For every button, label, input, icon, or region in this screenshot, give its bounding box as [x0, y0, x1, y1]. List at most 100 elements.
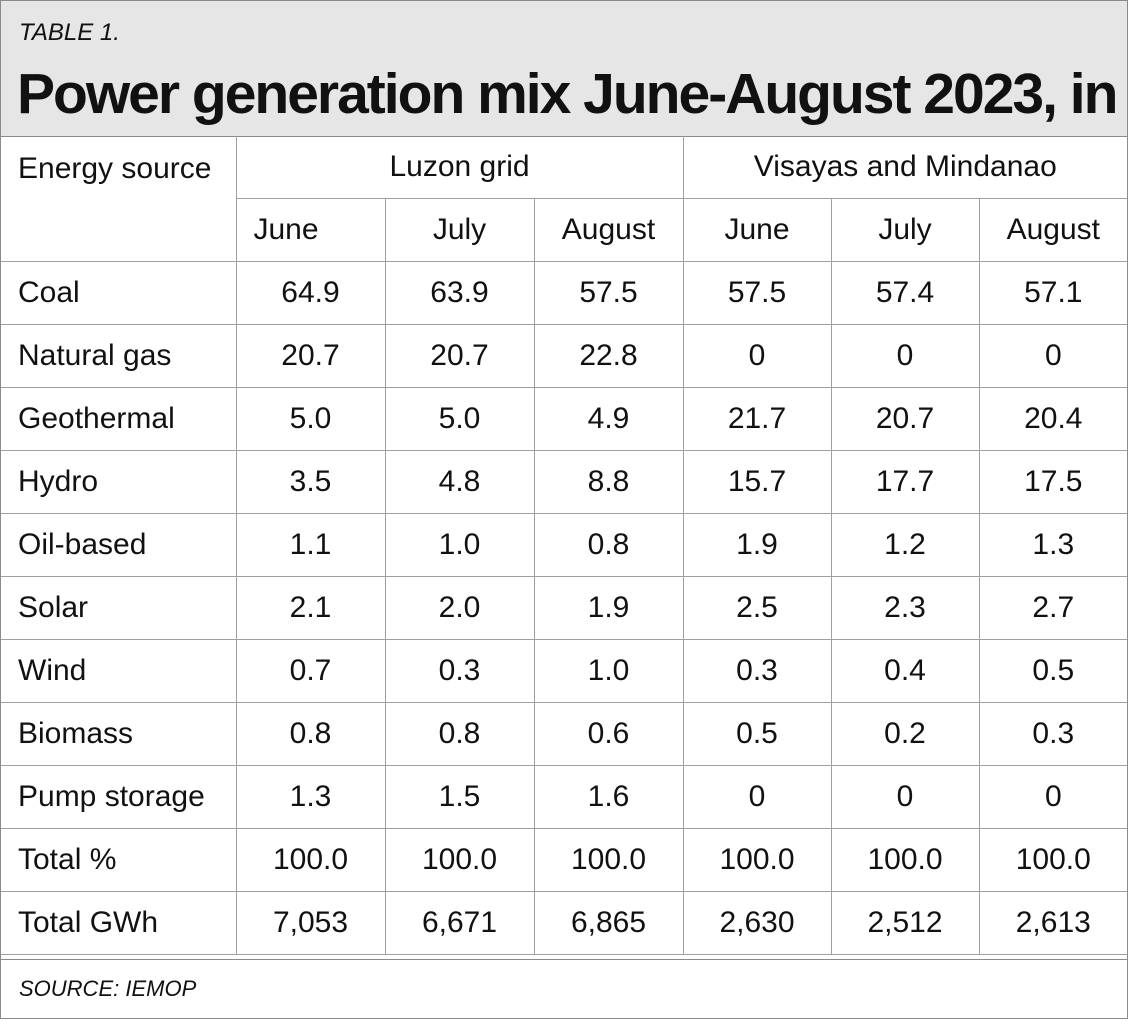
footer-divider [1, 959, 1127, 960]
table-cell: 21.7 [682, 387, 832, 451]
table-cell: 1.2 [830, 513, 980, 577]
table-cell: 1.6 [533, 765, 684, 829]
table-cell: 100.0 [830, 828, 980, 892]
table-cell: 2,613 [978, 891, 1128, 955]
table-cell: 1.9 [682, 513, 832, 577]
table-row: Biomass 0.8 0.8 0.6 0.5 0.2 0.3 [1, 702, 1128, 766]
row-label: Total % [1, 828, 237, 892]
table-cell: 1.3 [235, 765, 386, 829]
table-cell: 0 [830, 324, 980, 388]
row-label: Total GWh [1, 891, 237, 955]
row-label: Biomass [1, 702, 237, 766]
table-body: Coal 64.9 63.9 57.5 57.5 57.4 57.1 Natural gas 2… [1, 261, 1128, 955]
table-row: Wind 0.7 0.3 1.0 0.3 0.4 0.5 [1, 639, 1128, 703]
table-cell: 63.9 [384, 261, 535, 325]
table-cell: 0 [682, 765, 832, 829]
table-header: TABLE 1. Power generation mix June-Augus… [1, 1, 1128, 137]
table-cell: 100.0 [682, 828, 832, 892]
table-cell: 0.5 [978, 639, 1128, 703]
table-row: Solar 2.1 2.0 1.9 2.5 2.3 2.7 [1, 576, 1128, 640]
table-cell: 2,512 [830, 891, 980, 955]
table-cell: 1.1 [235, 513, 386, 577]
table-cell: 7,053 [235, 891, 386, 955]
table-cell: 4.8 [384, 450, 535, 514]
table-row: Pump storage 1.3 1.5 1.6 0 0 0 [1, 765, 1128, 829]
table-cell: 1.9 [533, 576, 684, 640]
table-cell: 0 [830, 765, 980, 829]
table-cell: 0.8 [235, 702, 386, 766]
table-cell: 0.2 [830, 702, 980, 766]
month-header: June [236, 198, 386, 262]
row-label: Wind [1, 639, 237, 703]
total-row: Total % 100.0 100.0 100.0 100.0 100.0 100.0 [1, 828, 1128, 892]
table-cell: 17.7 [830, 450, 980, 514]
table-row: Geothermal 5.0 5.0 4.9 21.7 20.7 20.4 [1, 387, 1128, 451]
table-cell: 0.3 [682, 639, 832, 703]
table-row: Coal 64.9 63.9 57.5 57.5 57.4 57.1 [1, 261, 1128, 325]
row-label: Geothermal [1, 387, 237, 451]
table-cell: 0 [978, 324, 1128, 388]
table-cell: 100.0 [978, 828, 1128, 892]
data-table: Energy source Luzon grid Visayas and Min… [1, 136, 1128, 955]
row-label: Natural gas [1, 324, 237, 388]
table-cell: 100.0 [533, 828, 684, 892]
row-label: Hydro [1, 450, 237, 514]
month-header: June [682, 198, 832, 262]
month-header: July [830, 198, 980, 262]
table-cell: 4.9 [533, 387, 684, 451]
table-cell: 5.0 [235, 387, 386, 451]
table-cell: 8.8 [533, 450, 684, 514]
table-row: Hydro 3.5 4.8 8.8 15.7 17.7 17.5 [1, 450, 1128, 514]
table-cell: 100.0 [235, 828, 386, 892]
table-cell: 0.6 [533, 702, 684, 766]
table-cell: 100.0 [384, 828, 535, 892]
table-cell: 64.9 [235, 261, 386, 325]
table-cell: 2.5 [682, 576, 832, 640]
table-cell: 1.0 [533, 639, 684, 703]
table-row: Oil-based 1.1 1.0 0.8 1.9 1.2 1.3 [1, 513, 1128, 577]
table-cell: 0 [978, 765, 1128, 829]
table-cell: 0.4 [830, 639, 980, 703]
table-cell: 0.3 [384, 639, 535, 703]
table-cell: 6,671 [384, 891, 535, 955]
table-cell: 17.5 [978, 450, 1128, 514]
group-header-luzon: Luzon grid [235, 136, 684, 199]
table-cell: 2.7 [978, 576, 1128, 640]
energy-source-header: Energy source [1, 136, 237, 262]
table-cell: 0.8 [384, 702, 535, 766]
table-cell: 22.8 [533, 324, 684, 388]
table-title: Power generation mix June-August 2023, i… [17, 62, 1128, 126]
row-label: Pump storage [1, 765, 237, 829]
table-label: TABLE 1. [19, 19, 120, 46]
table-cell: 0.3 [978, 702, 1128, 766]
table-cell: 57.1 [978, 261, 1128, 325]
table-cell: 0.8 [533, 513, 684, 577]
table-cell: 0 [682, 324, 832, 388]
table-cell: 2.0 [384, 576, 535, 640]
table-cell: 6,865 [533, 891, 684, 955]
group-header-visayas-mindanao: Visayas and Mindanao [682, 136, 1128, 199]
row-label: Coal [1, 261, 237, 325]
table-cell: 0.7 [235, 639, 386, 703]
table-cell: 2,630 [682, 891, 832, 955]
table-cell: 57.4 [830, 261, 980, 325]
source-note: SOURCE: IEMOP [19, 976, 197, 1001]
table-cell: 20.7 [830, 387, 980, 451]
table-cell: 57.5 [533, 261, 684, 325]
table-cell: 20.7 [384, 324, 535, 388]
table-cell: 20.7 [235, 324, 386, 388]
table-cell: 15.7 [682, 450, 832, 514]
table-cell: 1.0 [384, 513, 535, 577]
month-header: July [384, 198, 535, 262]
month-header-row: June July August June July August [1, 198, 1128, 262]
table-cell: 20.4 [978, 387, 1128, 451]
table-cell: 0.5 [682, 702, 832, 766]
table-cell: 2.1 [235, 576, 386, 640]
table-cell: 3.5 [235, 450, 386, 514]
table-cell: 2.3 [830, 576, 980, 640]
row-label: Solar [1, 576, 237, 640]
table-cell: 1.5 [384, 765, 535, 829]
total-row: Total GWh 7,053 6,671 6,865 2,630 2,512 2,613 [1, 891, 1128, 955]
table-row: Natural gas 20.7 20.7 22.8 0 0 0 [1, 324, 1128, 388]
